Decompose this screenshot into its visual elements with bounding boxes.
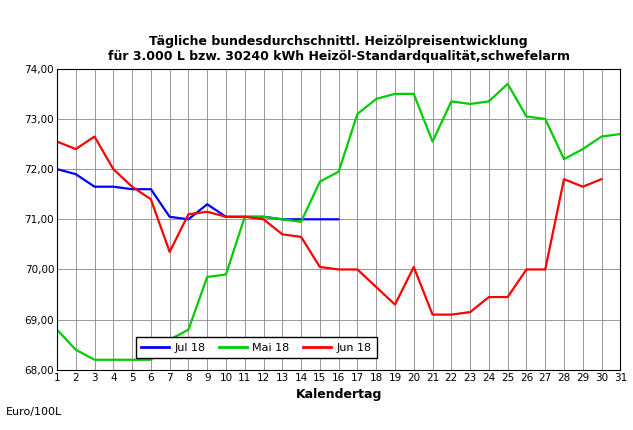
Mai 18 — [53, 327, 61, 332]
Jun 18 — [279, 232, 286, 237]
Jun 18 — [222, 214, 230, 219]
Jun 18 — [467, 310, 474, 315]
Mai 18 — [523, 114, 530, 119]
Jul 18 — [72, 172, 80, 177]
Jun 18 — [523, 267, 530, 272]
Jun 18 — [91, 134, 98, 139]
Jun 18 — [166, 249, 173, 255]
Jul 18 — [203, 202, 211, 207]
Jun 18 — [72, 147, 80, 152]
Jul 18 — [91, 184, 98, 189]
Jun 18 — [53, 139, 61, 144]
Mai 18 — [166, 337, 173, 342]
Mai 18 — [91, 357, 98, 362]
Jul 18 — [222, 214, 230, 219]
Jul 18 — [260, 214, 267, 219]
Jun 18 — [354, 267, 361, 272]
Legend: Jul 18, Mai 18, Jun 18: Jul 18, Mai 18, Jun 18 — [135, 337, 377, 358]
Jul 18 — [298, 217, 305, 222]
Mai 18 — [504, 81, 511, 86]
Line: Mai 18: Mai 18 — [57, 84, 620, 360]
Jun 18 — [241, 214, 249, 219]
Jul 18 — [53, 166, 61, 172]
Mai 18 — [260, 214, 267, 219]
Mai 18 — [617, 132, 624, 137]
Jun 18 — [485, 295, 492, 300]
Jun 18 — [429, 312, 436, 317]
Mai 18 — [410, 91, 418, 96]
Jun 18 — [147, 197, 154, 202]
Mai 18 — [128, 357, 136, 362]
Mai 18 — [541, 117, 549, 122]
Line: Jul 18: Jul 18 — [57, 169, 339, 219]
Jun 18 — [128, 184, 136, 189]
Jun 18 — [372, 284, 380, 289]
Jul 18 — [185, 217, 192, 222]
Mai 18 — [279, 217, 286, 222]
Jun 18 — [410, 264, 418, 270]
Jun 18 — [260, 217, 267, 222]
Jun 18 — [504, 295, 511, 300]
Jun 18 — [560, 177, 568, 182]
Mai 18 — [467, 101, 474, 107]
Mai 18 — [391, 91, 399, 96]
Mai 18 — [203, 274, 211, 280]
Mai 18 — [579, 147, 587, 152]
Line: Jun 18: Jun 18 — [57, 136, 601, 315]
Jun 18 — [448, 312, 455, 317]
Jun 18 — [185, 212, 192, 217]
Mai 18 — [72, 347, 80, 352]
Jul 18 — [166, 214, 173, 219]
Mai 18 — [448, 99, 455, 104]
Jul 18 — [241, 214, 249, 219]
Jul 18 — [316, 217, 323, 222]
Mai 18 — [298, 219, 305, 224]
Jun 18 — [316, 264, 323, 270]
Jul 18 — [128, 187, 136, 192]
Jun 18 — [541, 267, 549, 272]
Mai 18 — [598, 134, 605, 139]
Jul 18 — [279, 217, 286, 222]
Jul 18 — [335, 217, 342, 222]
Mai 18 — [485, 99, 492, 104]
Jun 18 — [335, 267, 342, 272]
Jun 18 — [203, 209, 211, 214]
Mai 18 — [335, 169, 342, 174]
Jun 18 — [579, 184, 587, 189]
Text: Euro/100L: Euro/100L — [6, 407, 63, 417]
Jun 18 — [298, 234, 305, 240]
Mai 18 — [354, 111, 361, 117]
Mai 18 — [560, 157, 568, 162]
Mai 18 — [241, 214, 249, 219]
X-axis label: Kalendertag: Kalendertag — [296, 388, 382, 401]
Mai 18 — [222, 272, 230, 277]
Mai 18 — [185, 327, 192, 332]
Jul 18 — [110, 184, 117, 189]
Mai 18 — [147, 357, 154, 362]
Jul 18 — [147, 187, 154, 192]
Mai 18 — [110, 357, 117, 362]
Jun 18 — [110, 166, 117, 172]
Mai 18 — [316, 179, 323, 184]
Jun 18 — [391, 302, 399, 307]
Mai 18 — [372, 96, 380, 101]
Title: Tägliche bundesdurchschnittl. Heizölpreisentwicklung
für 3.000 L bzw. 30240 kWh : Tägliche bundesdurchschnittl. Heizölprei… — [108, 35, 570, 64]
Jun 18 — [598, 177, 605, 182]
Mai 18 — [429, 139, 436, 144]
